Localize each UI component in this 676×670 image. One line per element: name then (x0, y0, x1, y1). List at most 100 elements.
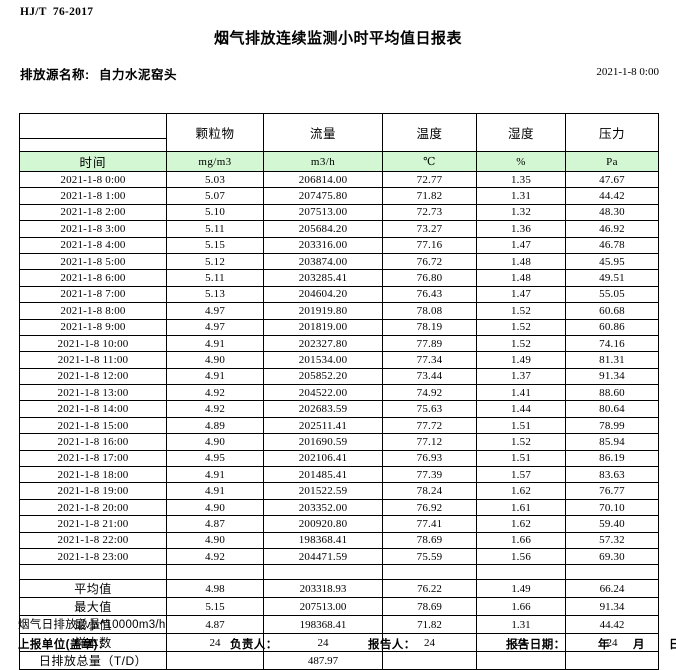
cell-humidity: 1.35 (476, 170, 566, 189)
cell-pressure: 80.64 (565, 400, 659, 418)
cell-pressure: 48.30 (565, 203, 659, 222)
cell-blank (565, 564, 659, 581)
cell-flow: 198368.41 (263, 531, 383, 549)
cell-pressure: 45.95 (565, 252, 659, 271)
summary-label: 日排放总量（T/D） (19, 651, 167, 670)
cell-blank (476, 564, 566, 581)
cell-temperature: 71.82 (382, 187, 477, 205)
cell-temperature: 76.93 (382, 449, 477, 468)
cell-dust: 5.11 (166, 220, 264, 238)
table-row: 2021-1-8 16:00 4.90 201690.59 77.12 1.52 85.9… (19, 433, 659, 451)
cell-flow: 204604.20 (263, 285, 383, 304)
cell-pressure: 86.19 (565, 449, 659, 468)
table-row: 2021-1-8 18:00 4.91 201485.41 77.39 1.57 83.6… (19, 466, 659, 484)
cell-temperature: 76.43 (382, 285, 477, 304)
table-row: 2021-1-8 9:00 4.97 201819.00 78.19 1.52 60.86 (19, 318, 659, 336)
cell-time: 2021-1-8 17:00 (19, 449, 167, 468)
report-date-label: 报告日期： (506, 639, 566, 651)
cell-dust: 5.07 (166, 187, 264, 205)
cell-pressure: 49.51 (565, 269, 659, 287)
cell-dust: 5.15 (166, 236, 264, 254)
table-row: 2021-1-8 19:00 4.91 201522.59 78.24 1.62 76.7… (19, 482, 659, 500)
summary-cell-temperature (382, 651, 477, 670)
header-cell-empty (19, 113, 167, 139)
cell-time: 2021-1-8 9:00 (19, 318, 167, 336)
table-spacer-row (19, 564, 659, 581)
cell-pressure: 47.67 (565, 170, 659, 189)
table-row: 2021-1-8 7:00 5.13 204604.20 76.43 1.47 55.05 (19, 285, 659, 304)
cell-humidity: 1.51 (476, 416, 566, 435)
cell-temperature: 76.72 (382, 252, 477, 271)
table-row: 2021-1-8 4:00 5.15 203316.00 77.16 1.47 46.78 (19, 236, 659, 254)
cell-pressure: 74.16 (565, 334, 659, 353)
cell-humidity: 1.66 (476, 531, 566, 549)
cell-pressure: 59.40 (565, 515, 659, 533)
unit-cell-dust: mg/m3 (166, 151, 264, 172)
cell-temperature: 78.69 (382, 531, 477, 549)
cell-time: 2021-1-8 1:00 (19, 187, 167, 205)
cell-humidity: 1.49 (476, 351, 566, 369)
cell-temperature: 77.41 (382, 515, 477, 533)
cell-time: 2021-1-8 3:00 (19, 220, 167, 238)
table-row: 2021-1-8 21:00 4.87 200920.80 77.41 1.62 59.4… (19, 515, 659, 533)
table-body: 2021-1-8 0:00 5.03 206814.00 72.77 1.35 47.67… (19, 170, 659, 670)
table-row: 2021-1-8 12:00 4.91 205852.20 73.44 1.37 91.3… (19, 367, 659, 386)
cell-time: 2021-1-8 6:00 (19, 269, 167, 287)
summary-cell-temperature: 76.22 (382, 579, 477, 599)
cell-dust: 4.92 (166, 400, 264, 418)
cell-humidity: 1.61 (476, 498, 566, 517)
table-header-params: 颗粒物 流量 温度 湿度 压力 (19, 113, 659, 152)
cell-temperature: 74.92 (382, 384, 477, 402)
summary-row: 最大值 5.15 207513.00 78.69 1.66 91.34 (19, 597, 659, 617)
cell-time: 2021-1-8 15:00 (19, 416, 167, 435)
cell-temperature: 76.80 (382, 269, 477, 287)
header-cell-time: 时间 (19, 151, 167, 172)
cell-flow: 207513.00 (263, 203, 383, 222)
cell-pressure: 91.34 (565, 367, 659, 386)
table-row: 2021-1-8 15:00 4.89 202511.41 77.72 1.51 78.9… (19, 416, 659, 435)
table-row: 2021-1-8 22:00 4.90 198368.41 78.69 1.66 57.3… (19, 531, 659, 549)
cell-flow: 202106.41 (263, 449, 383, 468)
cell-flow: 201690.59 (263, 433, 383, 451)
summary-cell-humidity: 1.66 (476, 597, 566, 617)
cell-flow: 203874.00 (263, 252, 383, 271)
cell-humidity: 1.44 (476, 400, 566, 418)
summary-cell-temperature: 78.69 (382, 597, 477, 617)
cell-humidity: 1.52 (476, 318, 566, 336)
cell-flow: 203352.00 (263, 498, 383, 517)
summary-cell-humidity (476, 651, 566, 670)
header-cell-temperature: 温度 (382, 113, 477, 152)
table-row: 2021-1-8 5:00 5.12 203874.00 76.72 1.48 45.95 (19, 252, 659, 271)
summary-cell-pressure (565, 651, 659, 670)
table-row: 2021-1-8 14:00 4.92 202683.59 75.63 1.44 80.6… (19, 400, 659, 418)
cell-flow: 203285.41 (263, 269, 383, 287)
cell-humidity: 1.48 (476, 252, 566, 271)
cell-humidity: 1.62 (476, 515, 566, 533)
manager-label: 负责人： (230, 639, 278, 651)
cell-time: 2021-1-8 13:00 (19, 384, 167, 402)
cell-temperature: 78.08 (382, 302, 477, 320)
cell-humidity: 1.41 (476, 384, 566, 402)
summary-row: 最小值 4.87 198368.41 71.82 1.31 44.42 (19, 615, 659, 635)
cell-flow: 202683.59 (263, 400, 383, 418)
header-cell-humidity: 湿度 (476, 113, 566, 152)
cell-dust: 4.92 (166, 547, 264, 566)
cell-time: 2021-1-8 21:00 (19, 515, 167, 533)
summary-label: 平均值 (19, 579, 167, 599)
cell-temperature: 78.24 (382, 482, 477, 500)
cell-flow: 201522.59 (263, 482, 383, 500)
reporting-unit-label: 上报单位(盖章)： (18, 639, 110, 651)
table-row: 2021-1-8 20:00 4.90 203352.00 76.92 1.61 70.1… (19, 498, 659, 517)
cell-time: 2021-1-8 10:00 (19, 334, 167, 353)
cell-humidity: 1.47 (476, 236, 566, 254)
cell-pressure: 46.78 (565, 236, 659, 254)
cell-dust: 4.90 (166, 531, 264, 549)
summary-row: 样本数 24 24 24 24 24 (19, 633, 659, 653)
cell-dust: 5.13 (166, 285, 264, 304)
unit-cell-humidity: % (476, 151, 566, 172)
reporter-label: 报告人： (368, 639, 416, 651)
cell-dust: 5.03 (166, 170, 264, 189)
table-row: 2021-1-8 23:00 4.92 204471.59 75.59 1.56 69.3… (19, 547, 659, 566)
unit-cell-flow: m3/h (263, 151, 383, 172)
cell-pressure: 69.30 (565, 547, 659, 566)
